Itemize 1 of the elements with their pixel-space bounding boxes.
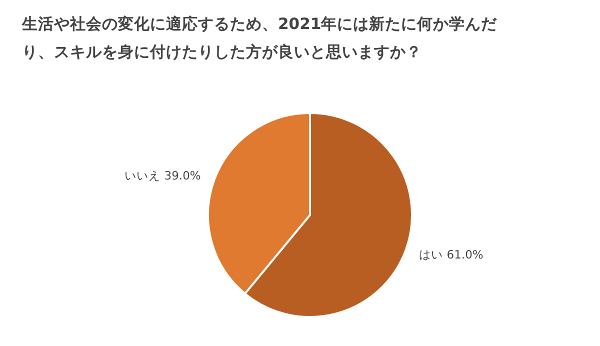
title: 生活や社会の変化に適応するため、2021年には新たに何か学んだり、スキルを身に付けたりした方が良いと思いますか？ <box>22 14 498 63</box>
